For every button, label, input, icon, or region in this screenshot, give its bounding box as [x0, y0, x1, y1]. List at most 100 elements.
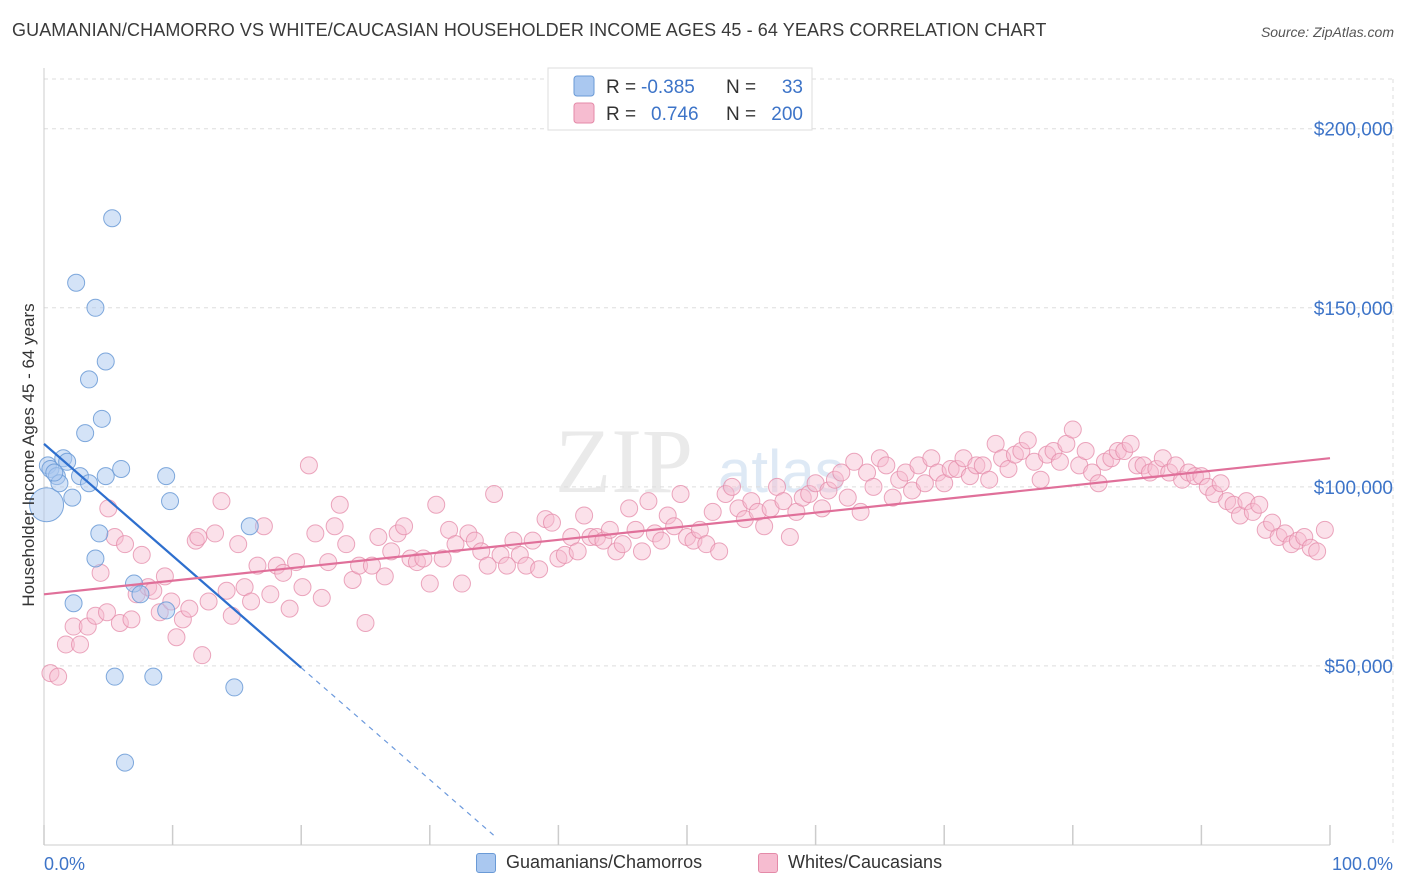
data-point-whites [774, 492, 793, 511]
data-point-guamanian [76, 424, 95, 443]
data-point-whites [890, 470, 909, 489]
data-point-whites [446, 535, 465, 554]
data-point-whites [56, 635, 75, 654]
data-point-whites [838, 488, 857, 507]
legend-r-value-1: -0.385 [641, 77, 695, 98]
data-point-guamanian [45, 463, 64, 482]
data-point-whites [369, 528, 388, 546]
trend-lines [43, 443, 1331, 837]
data-point-guamanian [116, 753, 135, 772]
data-point-whites [180, 599, 199, 618]
data-point-whites [299, 456, 318, 475]
data-point-whites [819, 481, 838, 500]
data-point-whites [248, 556, 267, 575]
trend-line-guamanian [43, 443, 302, 669]
data-point-guamanian [157, 467, 176, 486]
y-tick-label: $100,000 [1314, 478, 1393, 499]
data-point-whites [980, 470, 999, 489]
data-point-whites [967, 456, 986, 475]
legend-r-label-2: R = [606, 104, 636, 125]
data-point-guamanian [105, 667, 124, 686]
data-point-whites [427, 495, 446, 514]
data-point-whites [800, 485, 819, 504]
data-point-whites [523, 531, 542, 550]
data-point-guamanian [225, 678, 244, 697]
data-point-whites [755, 517, 774, 536]
legend-swatch-whites-bottom [758, 852, 778, 873]
legend-swatch-whites [573, 102, 595, 124]
trend-line-whites [43, 457, 1331, 596]
data-point-guamanian [80, 370, 99, 389]
data-point-guamanian [96, 352, 115, 371]
y-tick-labels: $50,000 $100,000 $150,000 $200,000 [1314, 120, 1393, 678]
data-point-whites [1012, 442, 1031, 461]
data-point-guamanian [161, 492, 180, 511]
data-point-whites [1018, 431, 1037, 450]
y-tick-label: $150,000 [1314, 299, 1393, 320]
data-point-whites [825, 470, 844, 489]
legend-item-whites: Whites/Caucasians [758, 852, 942, 873]
data-point-guamanian [144, 667, 163, 686]
data-point-whites [1315, 520, 1334, 539]
data-point-whites [742, 492, 761, 511]
legend-swatch-guamanian-bottom [476, 852, 496, 873]
data-point-whites [189, 528, 208, 546]
data-point-whites [851, 502, 870, 521]
data-point-whites [375, 567, 394, 586]
data-point-guamanian [92, 409, 111, 428]
data-point-whites [780, 528, 799, 546]
data-point-guamanian [131, 585, 150, 604]
data-point-whites [186, 531, 205, 550]
data-point-whites [813, 499, 832, 518]
y-axis-label: Householder Income Ages 45 - 64 years [19, 303, 38, 606]
legend-top: R = -0.385 N = 33 R = 0.746 N = 200 [547, 67, 813, 131]
data-point-whites [312, 588, 331, 607]
data-point-whites [388, 524, 407, 543]
data-point-whites [1076, 442, 1095, 461]
data-point-whites [206, 524, 225, 543]
data-point-guamanian [29, 487, 65, 523]
data-point-whites [98, 603, 117, 622]
data-point-whites [1031, 470, 1050, 489]
guamanian-points [29, 209, 259, 772]
data-point-whites [325, 517, 344, 536]
data-point-whites [1211, 474, 1230, 493]
source-credit: Source: ZipAtlas.com [1260, 24, 1394, 40]
data-point-guamanian [157, 601, 176, 620]
whites-points [41, 420, 1334, 686]
data-point-whites [716, 485, 735, 504]
data-point-whites [362, 556, 381, 575]
data-point-whites [459, 524, 478, 543]
data-point-whites [1250, 495, 1269, 514]
watermark-zip: ZIP [555, 410, 693, 512]
data-point-whites [71, 635, 90, 654]
data-point-whites [671, 485, 690, 504]
data-point-whites [1115, 442, 1134, 461]
data-point-guamanian [63, 488, 82, 507]
data-point-whites [639, 492, 658, 511]
data-point-whites [1308, 542, 1327, 561]
data-point-guamanian [86, 298, 105, 317]
data-point-guamanian [96, 467, 115, 486]
legend-bottom: Guamanians/Chamorros Whites/Caucasians [0, 852, 1406, 878]
data-point-whites [49, 667, 68, 686]
data-point-whites [64, 617, 83, 636]
data-point-whites [222, 606, 241, 625]
data-point-whites [832, 463, 851, 482]
data-point-whites [306, 524, 325, 543]
legend-r-value-2: 0.746 [651, 104, 699, 125]
chart-title: GUAMANIAN/CHAMORRO VS WHITE/CAUCASIAN HO… [12, 20, 1047, 40]
data-point-whites [382, 542, 401, 561]
data-point-whites [530, 560, 549, 579]
data-point-whites [261, 585, 280, 604]
data-point-whites [212, 492, 231, 511]
data-point-whites [1295, 528, 1314, 546]
x-tick-label-min: 0.0% [44, 854, 85, 874]
data-point-whites [110, 613, 129, 632]
data-point-whites [620, 499, 639, 518]
data-point-whites [710, 542, 729, 561]
data-point-whites [167, 628, 186, 647]
data-point-whites [568, 542, 587, 561]
data-point-whites [960, 467, 979, 486]
